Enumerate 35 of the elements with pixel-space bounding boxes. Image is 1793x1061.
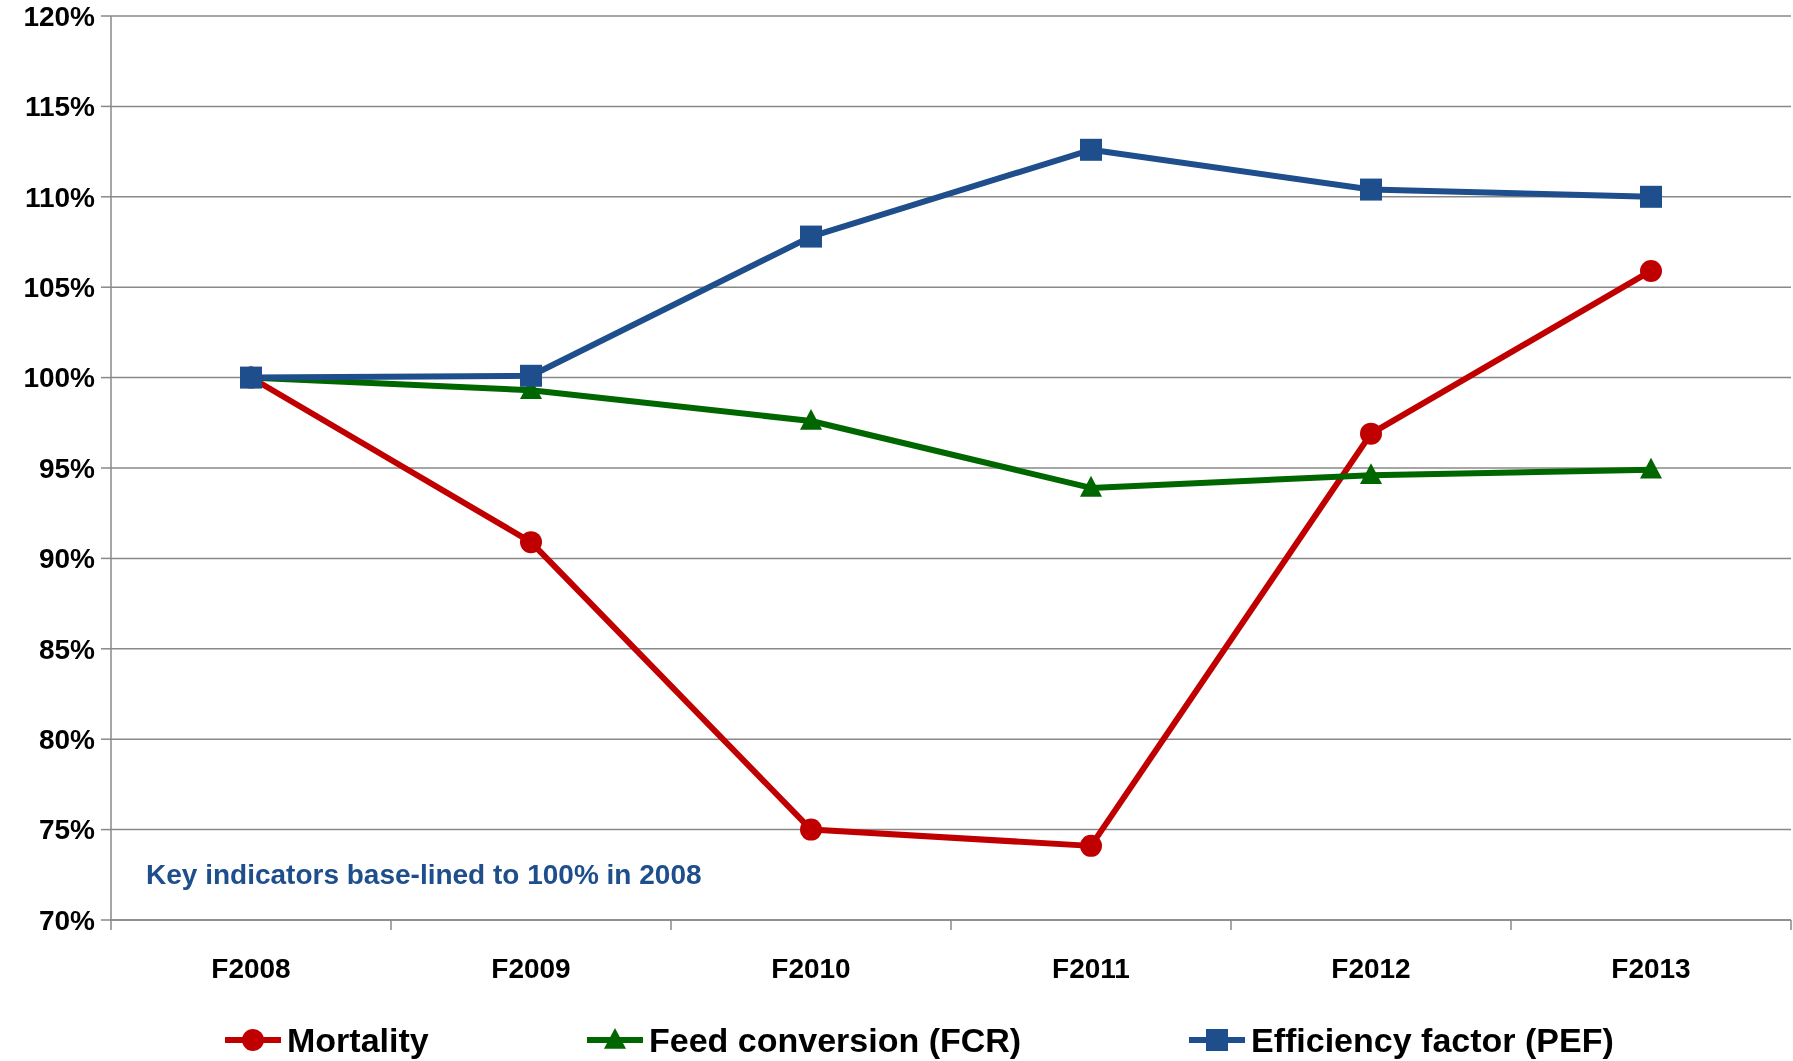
x-tick-label: F2013 bbox=[1611, 952, 1691, 984]
x-tick-label: F2010 bbox=[771, 952, 851, 984]
point bbox=[1080, 138, 1102, 161]
point bbox=[1360, 178, 1382, 201]
y-tick-label: 80% bbox=[38, 724, 96, 755]
point bbox=[800, 818, 822, 841]
point bbox=[800, 408, 822, 430]
annotation: Key indicators base-lined to 100% in 2008 bbox=[146, 858, 702, 890]
y-tick-label: 100% bbox=[23, 362, 96, 394]
point bbox=[1360, 422, 1382, 445]
point bbox=[1640, 185, 1662, 208]
point bbox=[1640, 457, 1662, 479]
y-tick-label: 70% bbox=[38, 904, 96, 936]
x-tick-label: F2012 bbox=[1331, 952, 1411, 984]
point bbox=[1640, 259, 1662, 282]
x-tick-label: F2009 bbox=[491, 952, 571, 984]
y-tick-label: 115% bbox=[24, 91, 96, 123]
legend-label: Efficiency factor (PEF) bbox=[1251, 1020, 1614, 1059]
x-tick-label: F2008 bbox=[211, 952, 291, 984]
legend-label: Feed conversion (FCR) bbox=[649, 1020, 1022, 1059]
point bbox=[800, 225, 822, 248]
point bbox=[1080, 834, 1102, 857]
y-tick-label: 85% bbox=[38, 633, 96, 665]
y-tick-label: 95% bbox=[38, 452, 96, 484]
y-tick-label: 120% bbox=[23, 0, 96, 32]
y-tick-label: 90% bbox=[38, 543, 96, 575]
y-tick-label: 105% bbox=[23, 272, 96, 303]
x-tick-label: F2011 bbox=[1052, 952, 1130, 984]
point bbox=[520, 531, 542, 554]
legend-label: Mortality bbox=[287, 1020, 429, 1059]
point bbox=[1360, 463, 1382, 485]
point bbox=[520, 364, 542, 387]
y-tick-label: 75% bbox=[38, 814, 96, 846]
point bbox=[1080, 475, 1102, 497]
y-tick-label: 110% bbox=[24, 181, 96, 213]
